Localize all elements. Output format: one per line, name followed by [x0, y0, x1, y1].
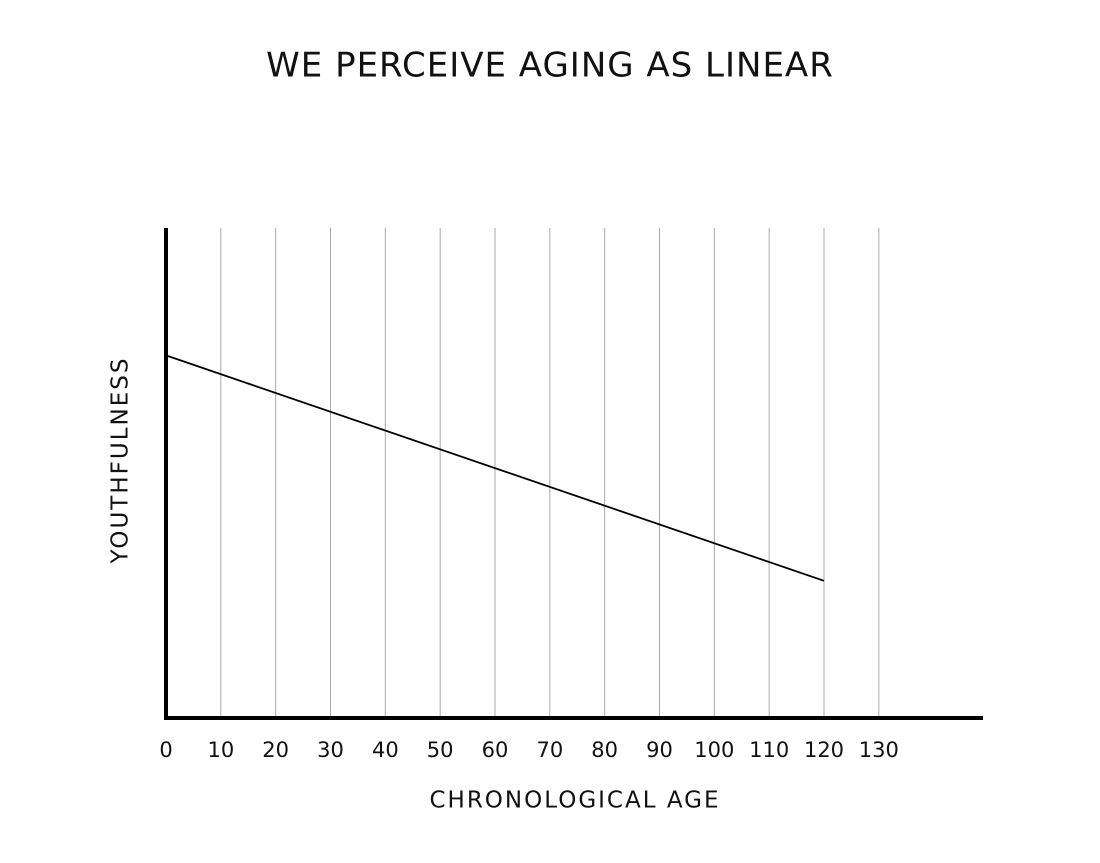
x-tick-label: 100: [694, 738, 734, 762]
x-tick-label: 60: [482, 738, 509, 762]
line-series: [165, 354, 825, 582]
x-tick-label: 30: [317, 738, 344, 762]
x-tick-label: 0: [159, 738, 172, 762]
x-tick-label: 120: [804, 738, 844, 762]
x-tick-label: 110: [749, 738, 789, 762]
chart-title: WE PERCEIVE AGING AS LINEAR: [266, 46, 834, 86]
x-tick-label: 80: [591, 738, 618, 762]
x-tick-label: 10: [207, 738, 234, 762]
x-tick-label: 20: [262, 738, 289, 762]
x-tick-label: 50: [427, 738, 454, 762]
y-axis-title: YOUTHFULNESS: [108, 357, 134, 565]
x-axis-title: CHRONOLOGICAL AGE: [429, 788, 720, 814]
x-tick-label: 40: [372, 738, 399, 762]
x-tick-label: 70: [536, 738, 563, 762]
x-tick-label: 130: [859, 738, 899, 762]
x-tick-label: 90: [646, 738, 673, 762]
